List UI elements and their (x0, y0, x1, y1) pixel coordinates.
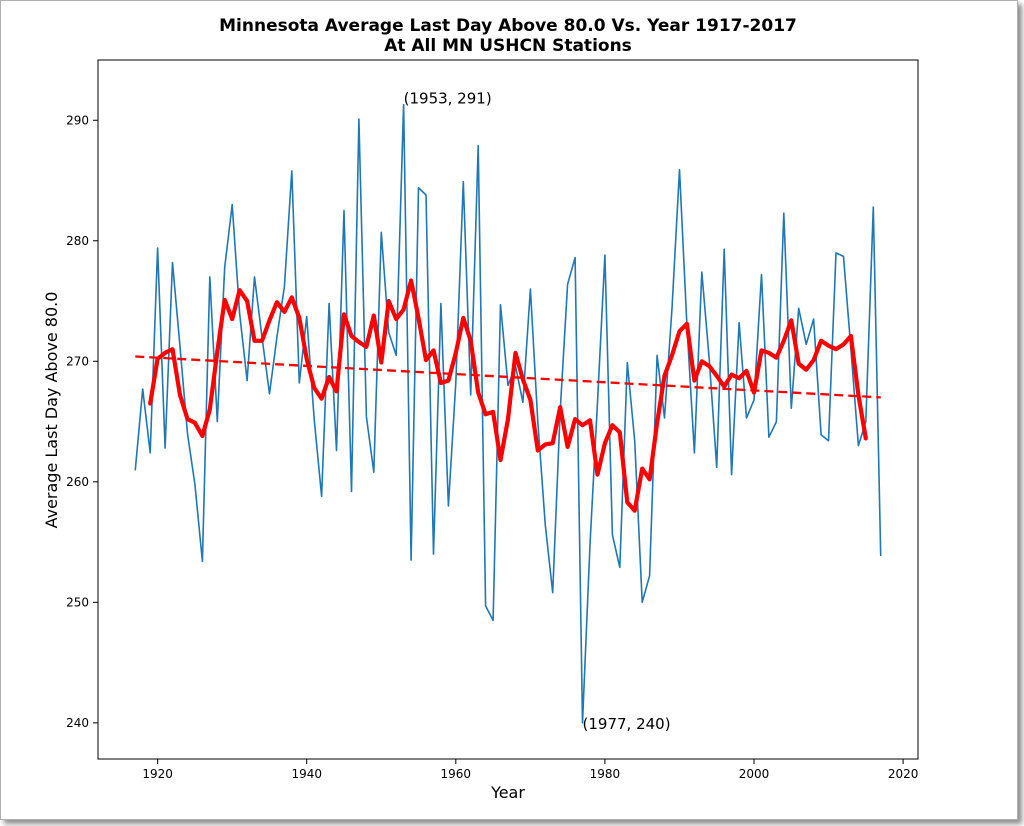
x-tick-label: 2020 (888, 767, 919, 781)
point-annotation: (1953, 291) (404, 90, 492, 108)
point-annotation: (1977, 240) (583, 715, 671, 733)
trend-line (135, 355, 881, 399)
x-tick-label: 1980 (590, 767, 621, 781)
axes-box (97, 59, 919, 760)
x-tick-label: 2000 (739, 767, 770, 781)
y-tick-label: 270 (66, 354, 89, 368)
y-tick-label: 240 (66, 716, 89, 730)
y-tick-label: 260 (66, 475, 89, 489)
plot-area: 1920 1940 1960 1980 2000 2020 240 250 260 270 280 2… (66, 59, 919, 781)
x-tick-label: 1920 (142, 767, 173, 781)
y-tick-label: 280 (66, 234, 89, 248)
x-axis-label: Year (490, 783, 525, 802)
x-tick-label: 1960 (441, 767, 472, 781)
chart-subtitle: At All MN USHCN Stations (384, 36, 632, 56)
yearly-series-line (134, 103, 882, 724)
smoothed-series-line (148, 278, 868, 513)
y-tick-label: 290 (66, 113, 89, 127)
x-tick-label: 1940 (291, 767, 322, 781)
y-axis-label: Average Last Day Above 80.0 (42, 292, 61, 529)
y-tick-label: 250 (66, 595, 89, 609)
chart-title: Minnesota Average Last Day Above 80.0 Vs… (219, 16, 797, 36)
